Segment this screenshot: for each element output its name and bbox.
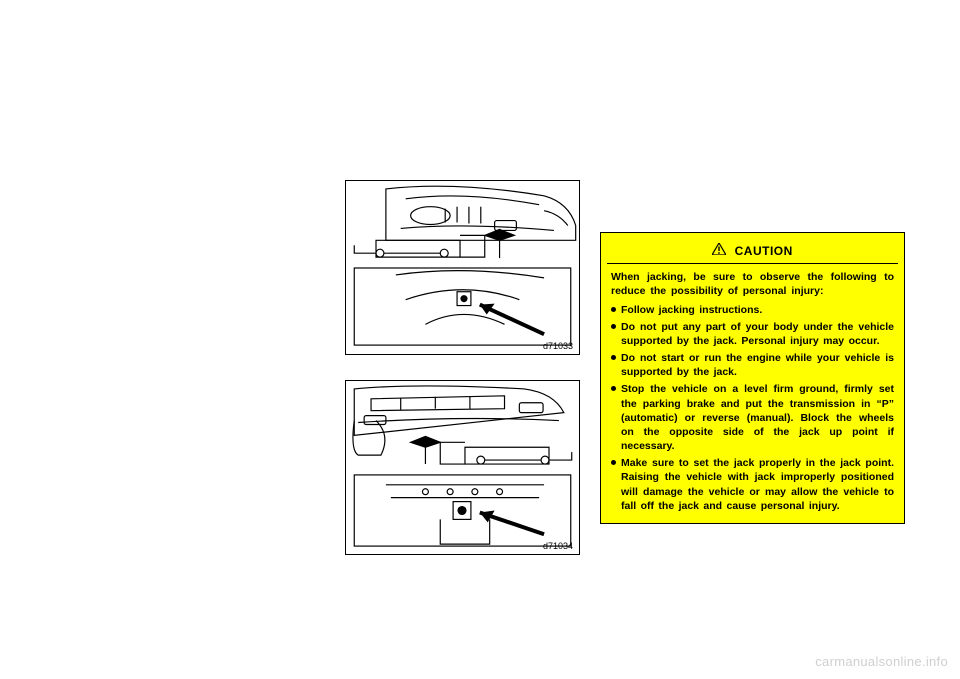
caution-item: Do not start or run the engine while you… bbox=[611, 351, 894, 379]
warning-triangle-icon bbox=[712, 242, 726, 260]
rear-jack-illustration bbox=[346, 381, 579, 554]
caution-intro: When jacking, be sure to observe the fol… bbox=[611, 270, 894, 298]
caution-list: Follow jacking instructions. Do not put … bbox=[611, 303, 894, 513]
caution-item: Stop the vehicle on a level firm ground,… bbox=[611, 382, 894, 453]
front-jack-illustration bbox=[346, 181, 579, 354]
caution-item: Follow jacking instructions. bbox=[611, 303, 894, 317]
caution-column: CAUTION When jacking, be sure to observe… bbox=[600, 180, 905, 610]
figure-rear-label: d71034 bbox=[543, 541, 573, 551]
caution-item: Do not put any part of your body under t… bbox=[611, 320, 894, 348]
figure-front-label: d71033 bbox=[543, 341, 573, 351]
figures-column: d71033 bbox=[345, 180, 580, 610]
figure-front-jack: d71033 bbox=[345, 180, 580, 355]
caution-box: CAUTION When jacking, be sure to observe… bbox=[600, 232, 905, 524]
figure-rear-jack: d71034 bbox=[345, 380, 580, 555]
content-area: d71033 bbox=[345, 180, 915, 610]
caution-header: CAUTION bbox=[607, 237, 898, 264]
caution-title: CAUTION bbox=[735, 244, 793, 258]
caution-item: Make sure to set the jack properly in th… bbox=[611, 456, 894, 513]
caution-body: When jacking, be sure to observe the fol… bbox=[601, 264, 904, 523]
watermark: carmanualsonline.info bbox=[815, 654, 948, 669]
